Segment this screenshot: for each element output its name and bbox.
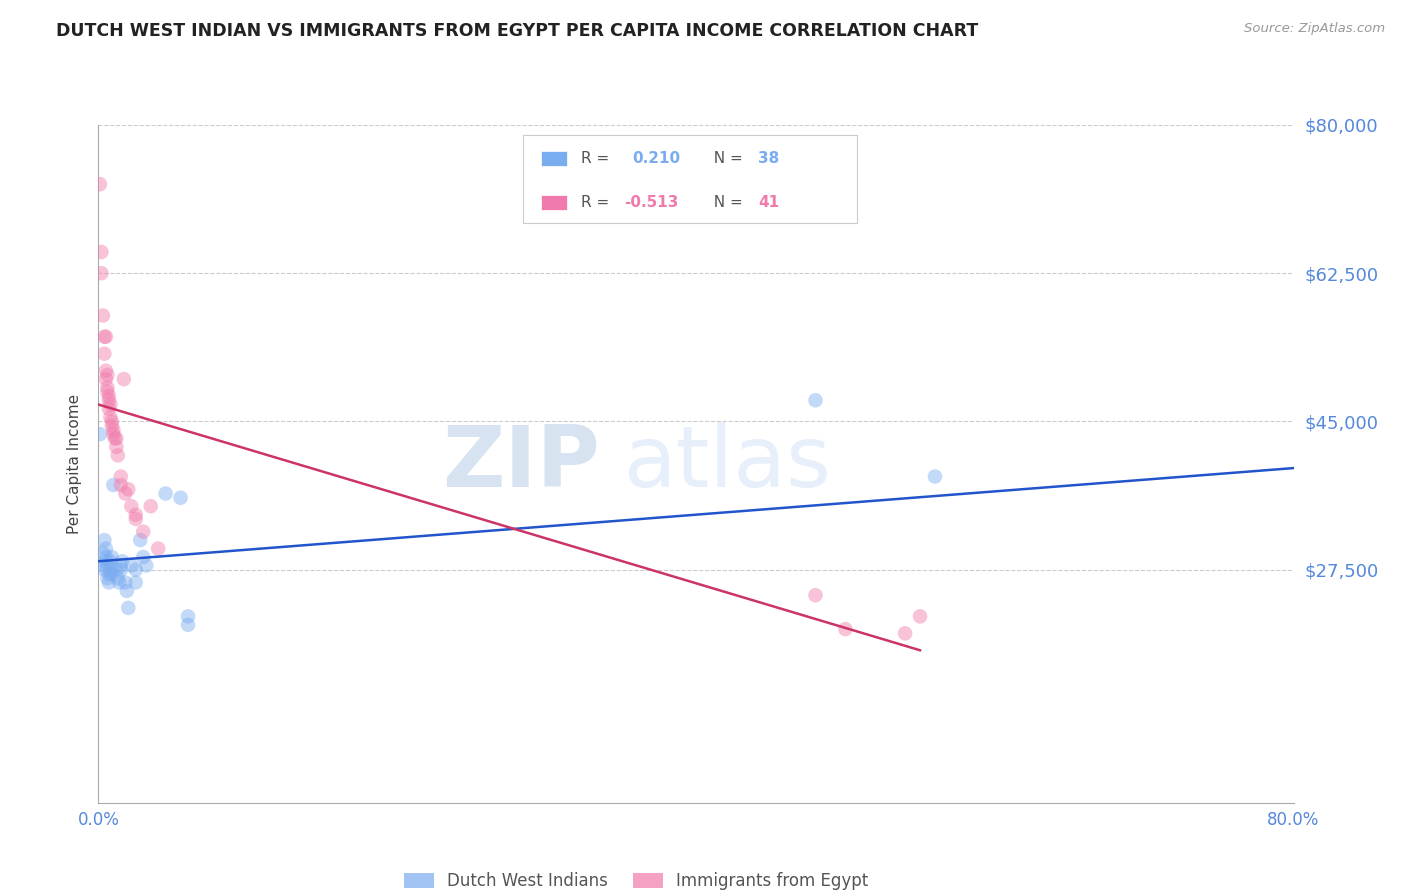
Point [90,266,112,280]
Point [101,549,124,565]
Point [104,432,127,446]
Point [101,414,124,428]
Point [908,609,931,624]
Point [110,563,132,577]
Point [91,546,114,560]
Point [177,617,200,632]
Point [94,549,117,565]
Point [139,500,162,514]
Point [129,533,152,547]
Point [114,486,136,500]
Point [132,549,155,565]
Point [804,588,827,602]
Point [97,401,120,416]
Text: 0.210: 0.210 [633,152,681,166]
Point [93,329,115,343]
Point [98,410,122,425]
Point [132,524,155,539]
Point [169,491,191,505]
Point [112,372,135,386]
Point [804,393,827,408]
Point [110,478,132,492]
Point [96,380,118,394]
Legend: Dutch West Indians, Immigrants from Egypt: Dutch West Indians, Immigrants from Egyp… [396,865,876,892]
Point [93,563,115,577]
Point [105,432,128,446]
Point [101,418,124,433]
Point [135,558,157,573]
Point [96,368,118,382]
Point [103,478,125,492]
Point [834,622,856,636]
Point [125,563,148,577]
Point [125,575,148,590]
Point [105,563,128,577]
Point [97,389,120,403]
Y-axis label: Per Capita Income: Per Capita Income [66,393,82,534]
Point [91,309,114,323]
Point [94,329,117,343]
FancyBboxPatch shape [540,195,567,211]
Point [108,575,131,590]
Text: atlas: atlas [624,422,832,506]
Point [89,427,111,442]
Point [94,541,117,556]
FancyBboxPatch shape [540,152,567,166]
Point [96,384,118,399]
Point [117,601,139,615]
Point [894,626,917,640]
Point [105,440,128,454]
Point [111,554,134,568]
Point [107,448,129,462]
Point [98,554,122,568]
Point [90,244,112,259]
Point [148,541,170,556]
Point [107,571,129,585]
Point [93,533,115,547]
Point [177,609,200,624]
Text: N =: N = [704,152,748,166]
Text: R =: R = [581,195,614,211]
Point [93,346,115,360]
Text: DUTCH WEST INDIAN VS IMMIGRANTS FROM EGYPT PER CAPITA INCOME CORRELATION CHART: DUTCH WEST INDIAN VS IMMIGRANTS FROM EGY… [56,22,979,40]
Text: R =: R = [581,152,619,166]
Point [117,482,139,496]
Text: 38: 38 [758,152,779,166]
Point [115,583,138,598]
Point [98,563,122,577]
Point [97,567,120,582]
Point [103,427,125,442]
Point [103,423,125,437]
Point [96,558,118,573]
Point [924,469,946,483]
Text: N =: N = [704,195,748,211]
Point [101,567,124,582]
Point [97,575,120,590]
Point [125,512,148,526]
Point [94,372,117,386]
Text: ZIP: ZIP [443,422,600,506]
Point [94,364,117,378]
FancyBboxPatch shape [523,135,858,223]
Point [89,177,111,191]
Text: 41: 41 [758,195,779,211]
Point [98,398,122,412]
Point [96,571,118,585]
Point [91,558,114,573]
Text: Source: ZipAtlas.com: Source: ZipAtlas.com [1244,22,1385,36]
Point [110,469,132,483]
Point [125,508,148,522]
Point [120,558,142,573]
Point [120,500,142,514]
Point [97,393,120,408]
Point [110,558,132,573]
Point [155,486,177,500]
Point [114,575,136,590]
Text: -0.513: -0.513 [624,195,679,211]
Point [94,554,117,568]
